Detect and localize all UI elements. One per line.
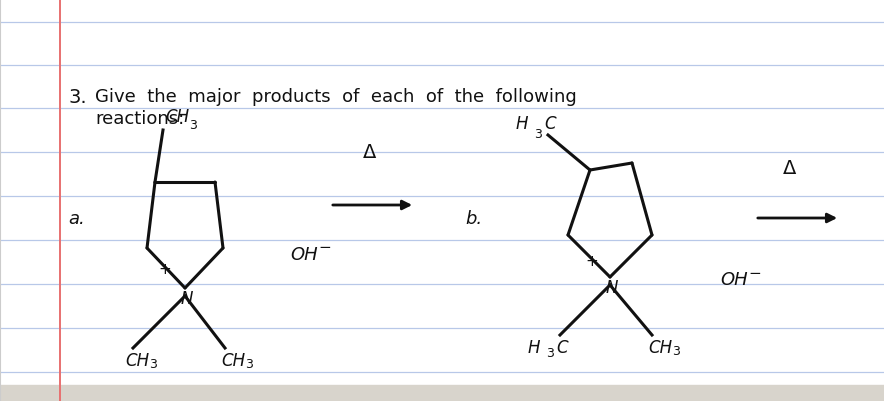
Text: Give  the  major  products  of  each  of  the  following: Give the major products of each of the f… — [95, 88, 576, 106]
Text: +: + — [585, 253, 598, 269]
Text: Δ: Δ — [363, 143, 377, 162]
Text: a.: a. — [68, 210, 85, 228]
Text: 3: 3 — [534, 128, 542, 141]
Text: 3.: 3. — [68, 88, 87, 107]
Text: C: C — [556, 339, 568, 357]
Text: b.: b. — [465, 210, 482, 228]
Text: 3: 3 — [672, 345, 680, 358]
Text: CH: CH — [165, 108, 189, 126]
Bar — [0, 385, 884, 401]
Text: Δ: Δ — [783, 159, 796, 178]
Text: −: − — [318, 241, 331, 255]
Text: OH: OH — [720, 271, 748, 289]
Text: 3: 3 — [149, 358, 156, 371]
Text: 3: 3 — [546, 347, 554, 360]
Text: 3: 3 — [245, 358, 253, 371]
Text: reactions:: reactions: — [95, 110, 184, 128]
Text: N: N — [606, 279, 618, 297]
Text: +: + — [158, 263, 171, 277]
Text: 3: 3 — [189, 119, 197, 132]
Text: CH: CH — [221, 352, 245, 370]
Text: N: N — [181, 290, 194, 308]
Text: −: − — [748, 265, 761, 281]
Text: H: H — [516, 115, 529, 133]
Text: CH: CH — [648, 339, 672, 357]
Text: H: H — [528, 339, 540, 357]
Text: OH: OH — [290, 246, 317, 264]
Text: CH: CH — [125, 352, 149, 370]
Text: C: C — [544, 115, 556, 133]
